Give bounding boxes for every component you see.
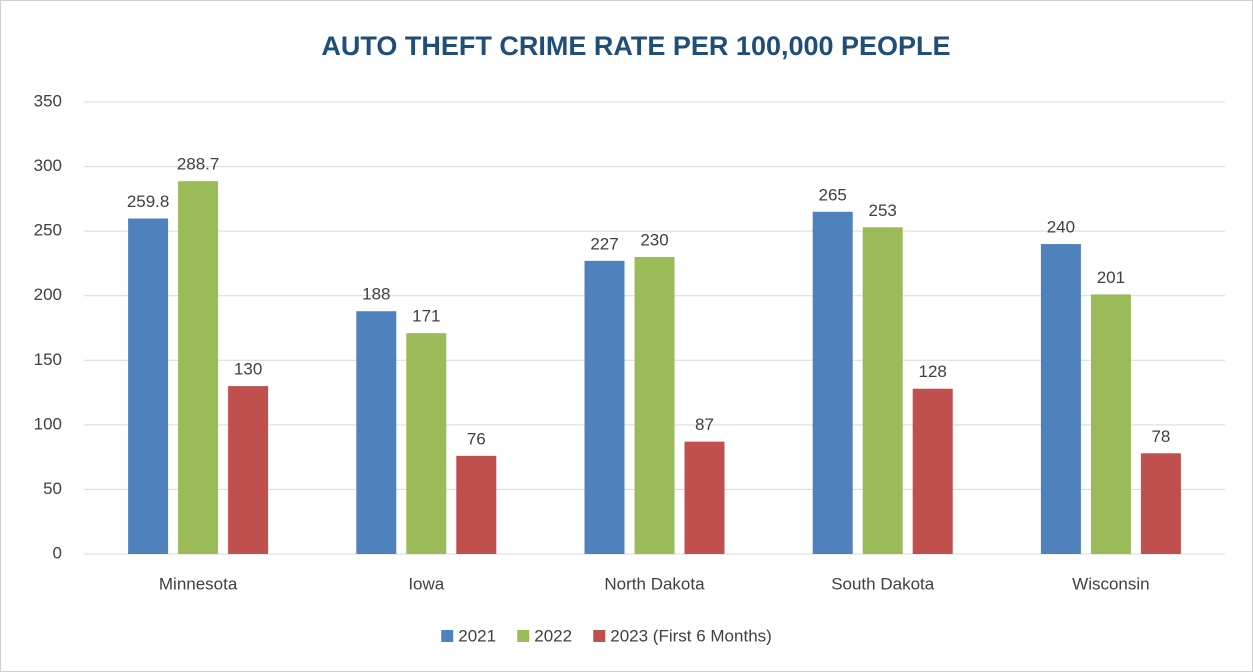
- bar: [584, 260, 625, 554]
- legend-swatch: [517, 630, 530, 642]
- x-tick-label: Wisconsin: [1072, 574, 1149, 593]
- bar: [912, 388, 953, 554]
- bar: [456, 455, 497, 554]
- data-label: 76: [467, 429, 486, 448]
- x-tick-label: North Dakota: [604, 574, 705, 593]
- data-label: 288.7: [177, 155, 220, 174]
- bar: [178, 181, 219, 555]
- bar: [862, 227, 903, 555]
- bar: [356, 311, 397, 554]
- x-tick-label: Minnesota: [159, 574, 238, 593]
- bar: [406, 333, 447, 554]
- data-label: 230: [640, 230, 668, 249]
- chart-title: AUTO THEFT CRIME RATE PER 100,000 PEOPLE: [321, 31, 950, 61]
- data-label: 259.8: [127, 192, 170, 211]
- y-tick-label: 200: [34, 285, 62, 304]
- legend-swatch: [593, 630, 606, 642]
- bar: [228, 386, 269, 554]
- data-label: 130: [234, 360, 262, 379]
- data-label: 253: [869, 201, 897, 220]
- y-tick-label: 250: [34, 221, 62, 240]
- bar: [634, 256, 675, 554]
- y-tick-label: 350: [34, 91, 62, 110]
- bar: [1040, 244, 1081, 555]
- data-label: 171: [412, 307, 440, 326]
- legend-label: 2023 (First 6 Months): [610, 626, 772, 645]
- bar: [684, 441, 725, 554]
- legend-label: 2022: [534, 626, 572, 645]
- y-tick-label: 150: [34, 350, 62, 369]
- legend-swatch: [441, 630, 454, 642]
- y-tick-label: 300: [34, 156, 62, 175]
- bar: [1140, 453, 1181, 554]
- bar: [1090, 294, 1131, 554]
- data-label: 240: [1047, 218, 1075, 237]
- data-label: 227: [590, 234, 618, 253]
- x-tick-label: Iowa: [408, 574, 444, 593]
- data-label: 78: [1151, 427, 1170, 446]
- bar: [128, 218, 169, 554]
- x-tick-label: South Dakota: [831, 574, 935, 593]
- data-label: 265: [819, 185, 847, 204]
- data-label: 128: [919, 362, 947, 381]
- data-label: 201: [1097, 268, 1125, 287]
- y-tick-label: 50: [43, 479, 62, 498]
- data-label: 87: [695, 415, 714, 434]
- data-label: 188: [362, 285, 390, 304]
- y-tick-label: 0: [53, 543, 62, 562]
- y-tick-label: 100: [34, 414, 62, 433]
- legend-label: 2021: [458, 626, 496, 645]
- bar: [812, 211, 853, 554]
